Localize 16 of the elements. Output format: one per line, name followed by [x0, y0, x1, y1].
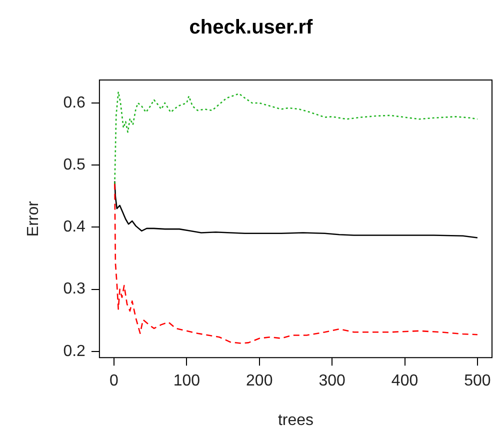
y-tick-label: 0.6 [63, 94, 86, 112]
y-tick-label: 0.5 [63, 156, 86, 174]
line-series [114, 183, 478, 344]
x-tick-label: 300 [318, 372, 346, 390]
y-tick-label: 0.3 [63, 280, 86, 298]
x-tick-label: 100 [173, 372, 200, 390]
line-series [114, 91, 478, 184]
chart-title: check.user.rf [189, 16, 314, 39]
x-tick-label: 200 [246, 372, 273, 390]
x-tick-label: 500 [464, 372, 491, 390]
y-axis-title: Error [25, 200, 42, 237]
y-tick-label: 0.2 [63, 342, 86, 360]
x-tick-label: 400 [391, 372, 418, 390]
y-tick-label: 0.4 [63, 218, 86, 236]
x-axis-title: trees [278, 412, 314, 429]
x-tick-label: 0 [110, 372, 119, 390]
